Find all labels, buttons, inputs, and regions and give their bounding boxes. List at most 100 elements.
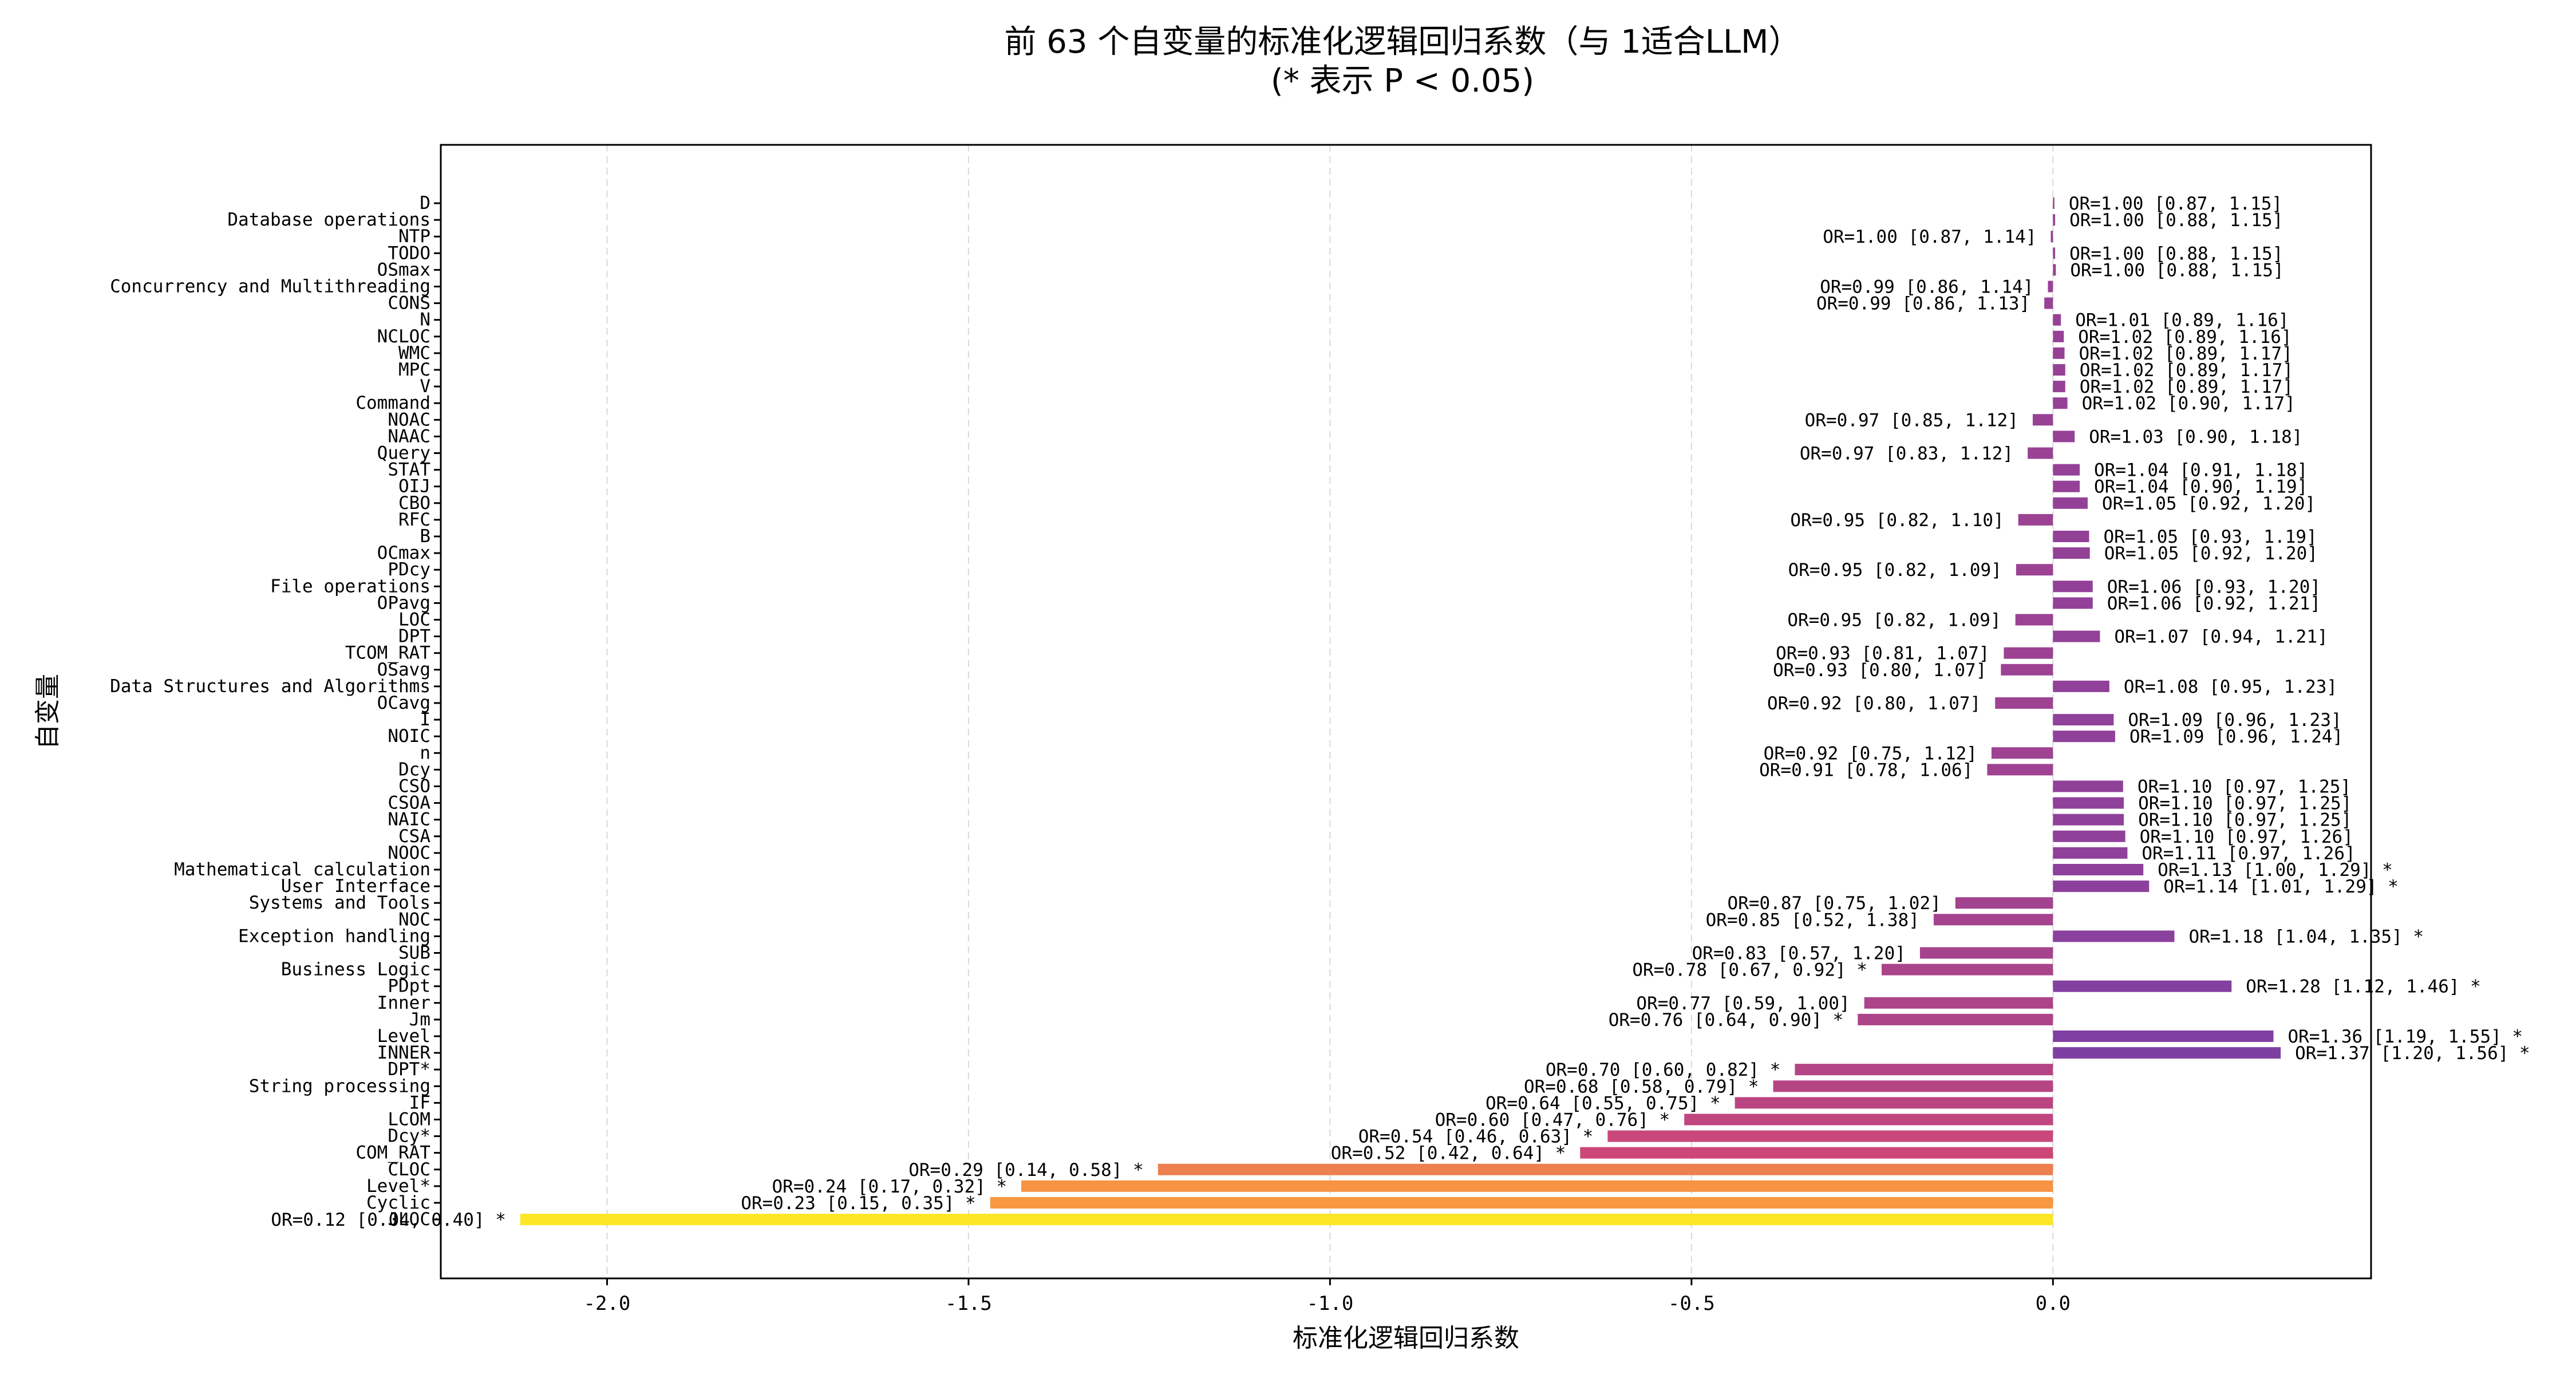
category-label: NCLOC <box>377 326 430 347</box>
or-label: OR=1.13 [1.00, 1.29] * <box>2158 860 2393 881</box>
or-label: OR=1.11 [0.97, 1.26] <box>2142 843 2355 864</box>
or-label: OR=0.99 [0.86, 1.14] <box>1820 277 2033 298</box>
bar <box>1882 964 2053 976</box>
bar <box>2053 780 2123 792</box>
category-label: NTP <box>398 226 430 247</box>
category-label: OIJ <box>398 476 430 497</box>
bar <box>2050 231 2053 243</box>
or-label: OR=0.29 [0.14, 0.58] * <box>908 1160 1144 1180</box>
category-label: RFC <box>398 510 430 530</box>
category-label: DPT <box>398 626 430 647</box>
category-label: File operations <box>270 576 430 597</box>
or-label: OR=0.92 [0.75, 1.12] <box>1764 743 1977 764</box>
or-label: OR=1.03 [0.90, 1.18] <box>2089 427 2302 447</box>
category-label: CONS <box>388 293 430 314</box>
or-label: OR=1.10 [0.97, 1.25] <box>2138 810 2352 831</box>
category-label: DPT* <box>388 1059 430 1080</box>
x-tick-label: -1.5 <box>945 1292 992 1315</box>
category-label: SUB <box>398 943 430 964</box>
or-label: OR=0.92 [0.80, 1.07] <box>1767 693 1981 714</box>
bar <box>2053 464 2080 476</box>
category-label: CSOA <box>388 793 430 814</box>
category-label: PDcy <box>388 559 430 580</box>
or-label: OR=1.00 [0.88, 1.15] <box>2069 243 2283 264</box>
or-label: OR=1.08 [0.95, 1.23] <box>2124 677 2337 697</box>
bar <box>1773 1080 2053 1092</box>
category-label: NOAC <box>388 409 430 430</box>
chart-subtitle: (* 表示 P < 0.05) <box>1271 62 1534 100</box>
category-label: User Interface <box>281 876 430 897</box>
category-label: WMC <box>398 343 430 364</box>
or-label: OR=1.10 [0.97, 1.26] <box>2140 827 2353 847</box>
or-label: OR=1.06 [0.93, 1.20] <box>2107 577 2321 597</box>
or-label: OR=1.09 [0.96, 1.24] <box>2129 727 2343 747</box>
bar <box>2053 731 2115 743</box>
bars <box>520 198 2281 1226</box>
or-label: OR=1.06 [0.92, 1.21] <box>2107 593 2321 614</box>
or-label: OR=0.97 [0.83, 1.12] <box>1800 444 2013 464</box>
x-axis-label: 标准化逻辑回归系数 <box>1293 1324 1519 1353</box>
or-label: OR=1.00 [0.88, 1.15] <box>2069 210 2283 231</box>
or-label: OR=0.95 [0.82, 1.10] <box>1790 510 2004 531</box>
y-axis-label: 自变量 <box>33 674 62 749</box>
bar <box>2018 514 2053 526</box>
bar <box>1991 747 2053 759</box>
category-label: N <box>420 310 430 330</box>
category-label: NOOC <box>388 843 430 863</box>
or-label: OR=0.95 [0.82, 1.09] <box>1788 560 2002 581</box>
category-label: OPavg <box>377 593 430 613</box>
category-label: Inner <box>377 993 430 1013</box>
bar <box>1735 1097 2053 1109</box>
or-label: OR=1.01 [0.89, 1.16] <box>2075 310 2289 331</box>
category-label: Jm <box>409 1009 430 1030</box>
bar <box>2053 480 2080 492</box>
bar <box>2028 447 2053 459</box>
bar <box>2053 214 2056 226</box>
bar <box>2053 330 2064 342</box>
or-label: OR=0.68 [0.58, 0.79] * <box>1524 1076 1759 1097</box>
or-label: OR=0.95 [0.82, 1.09] <box>1787 610 2001 631</box>
or-label: OR=1.00 [0.87, 1.14] <box>1823 227 2036 247</box>
bar <box>2053 264 2056 276</box>
bar <box>1919 947 2053 959</box>
bar <box>2053 547 2090 559</box>
or-label: OR=0.87 [0.75, 1.02] <box>1728 893 1941 914</box>
bar <box>2053 814 2124 826</box>
category-label: OCmax <box>377 543 430 563</box>
bar <box>1684 1114 2053 1126</box>
bar <box>2053 830 2125 842</box>
or-label: OR=1.04 [0.90, 1.19] <box>2094 477 2308 498</box>
bar <box>2053 347 2065 359</box>
category-label: STAT <box>388 460 430 480</box>
bar <box>2053 630 2100 642</box>
or-label: OR=1.05 [0.92, 1.20] <box>2104 543 2318 564</box>
category-label: NOC <box>398 909 430 930</box>
x-tick-label: -2.0 <box>584 1292 631 1315</box>
bar <box>1580 1147 2053 1159</box>
category-label: TCOM_RAT <box>345 643 430 664</box>
category-label: LOC <box>398 610 430 630</box>
category-label: NAAC <box>388 426 430 447</box>
x-tick-label: -1.0 <box>1306 1292 1353 1315</box>
bar <box>2004 647 2053 659</box>
or-label: OR=0.24 [0.17, 0.32] * <box>772 1176 1008 1197</box>
category-label: n <box>420 743 430 763</box>
category-label: Query <box>377 443 430 464</box>
or-label: OR=1.05 [0.93, 1.19] <box>2103 527 2317 547</box>
or-label: OR=1.14 [1.01, 1.29] * <box>2163 876 2399 897</box>
bar <box>2053 1030 2274 1042</box>
category-label: Dcy* <box>388 1126 430 1147</box>
or-label: OR=1.07 [0.94, 1.21] <box>2114 627 2328 647</box>
or-label: OR=1.10 [0.97, 1.25] <box>2138 793 2352 814</box>
bar <box>2053 364 2065 376</box>
bar <box>1858 1013 2053 1025</box>
category-label: INNER <box>377 1043 431 1063</box>
or-label: OR=1.02 [0.89, 1.16] <box>2078 327 2291 348</box>
or-label: OR=1.10 [0.97, 1.25] <box>2138 777 2351 797</box>
bar <box>1955 897 2053 909</box>
bar <box>2053 864 2144 875</box>
category-label: IF <box>409 1092 430 1113</box>
category-label: D <box>420 193 430 214</box>
bar <box>1021 1180 2053 1192</box>
category-label: Database operations <box>227 210 430 230</box>
